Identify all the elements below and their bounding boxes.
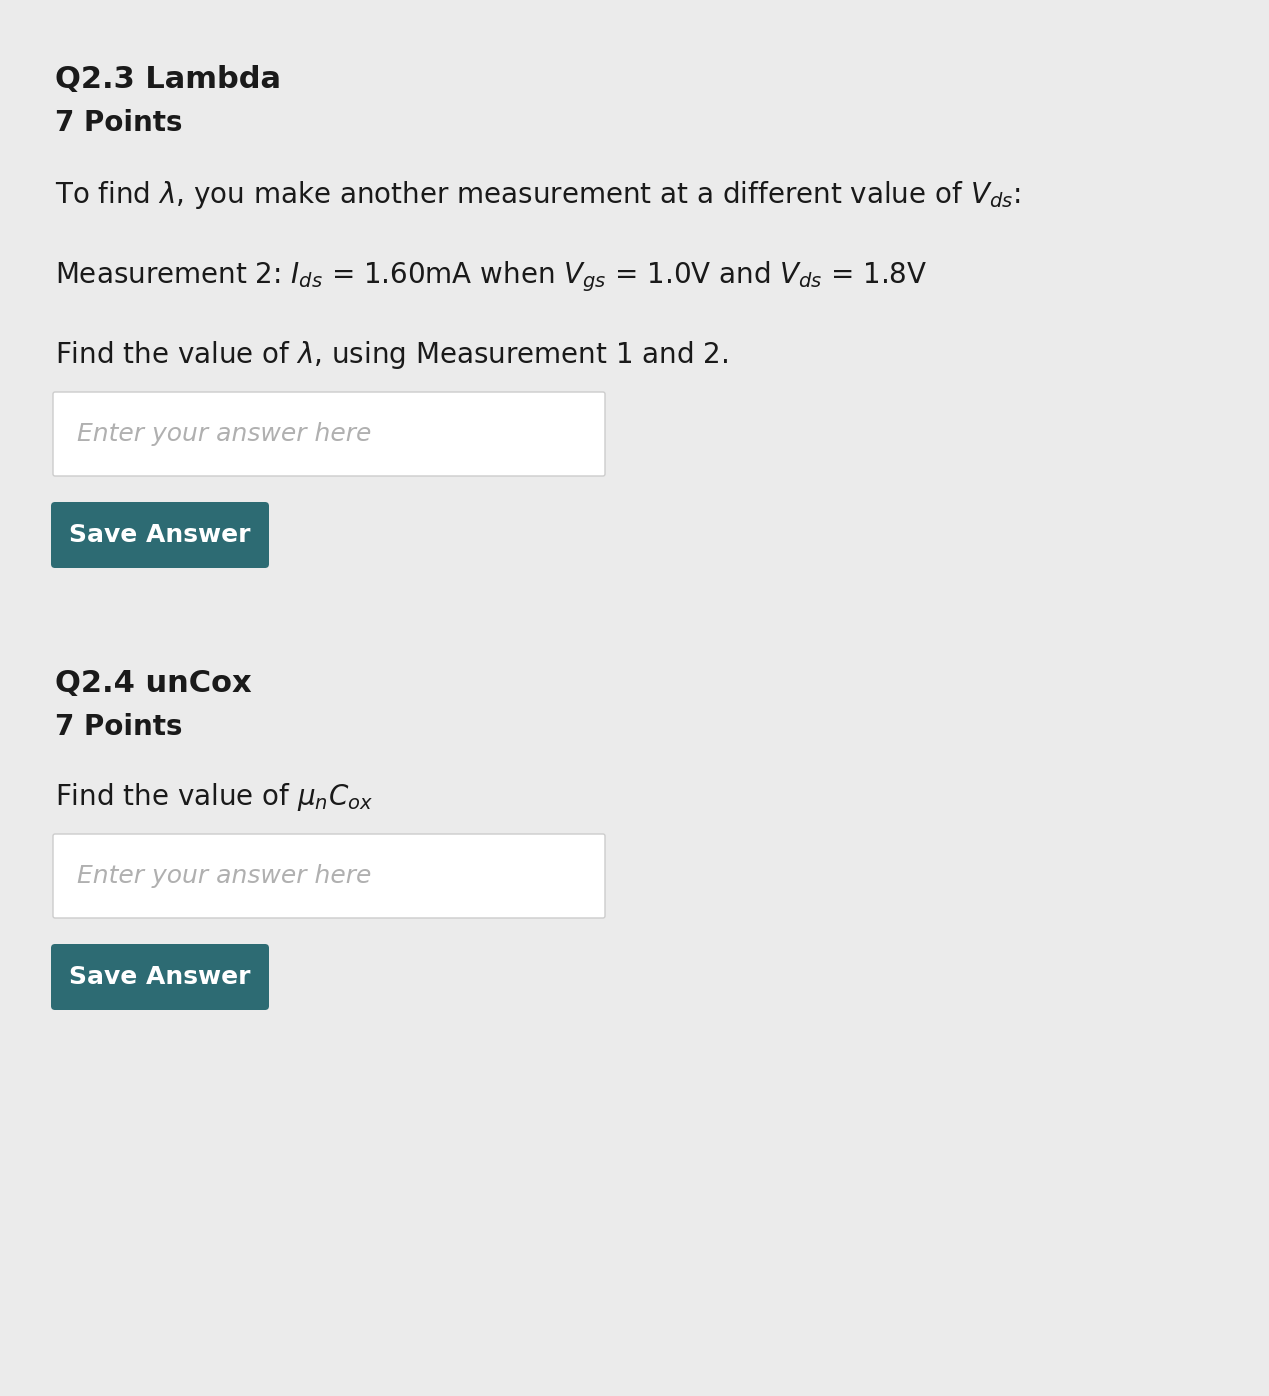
Text: 7 Points: 7 Points [55, 109, 183, 137]
Text: Q2.4 unCox: Q2.4 unCox [55, 669, 251, 698]
Text: To find $\lambda$, you make another measurement at a different value of $V_{ds}$: To find $\lambda$, you make another meas… [55, 179, 1020, 211]
Text: Find the value of $\lambda$, using Measurement 1 and 2.: Find the value of $\lambda$, using Measu… [55, 339, 728, 371]
FancyBboxPatch shape [51, 944, 269, 1009]
FancyBboxPatch shape [53, 392, 605, 476]
Text: Save Answer: Save Answer [70, 965, 251, 988]
Text: Enter your answer here: Enter your answer here [77, 864, 372, 888]
Text: 7 Points: 7 Points [55, 713, 183, 741]
FancyBboxPatch shape [51, 503, 269, 568]
Text: Q2.3 Lambda: Q2.3 Lambda [55, 66, 280, 94]
Text: Save Answer: Save Answer [70, 524, 251, 547]
Text: Enter your answer here: Enter your answer here [77, 422, 372, 445]
FancyBboxPatch shape [53, 833, 605, 919]
Text: Measurement 2: $I_{ds}$ = 1.60mA when $V_{gs}$ = 1.0V and $V_{ds}$ = 1.8V: Measurement 2: $I_{ds}$ = 1.60mA when $V… [55, 260, 926, 293]
Text: Find the value of $\mu_n C_{ox}$: Find the value of $\mu_n C_{ox}$ [55, 780, 373, 812]
